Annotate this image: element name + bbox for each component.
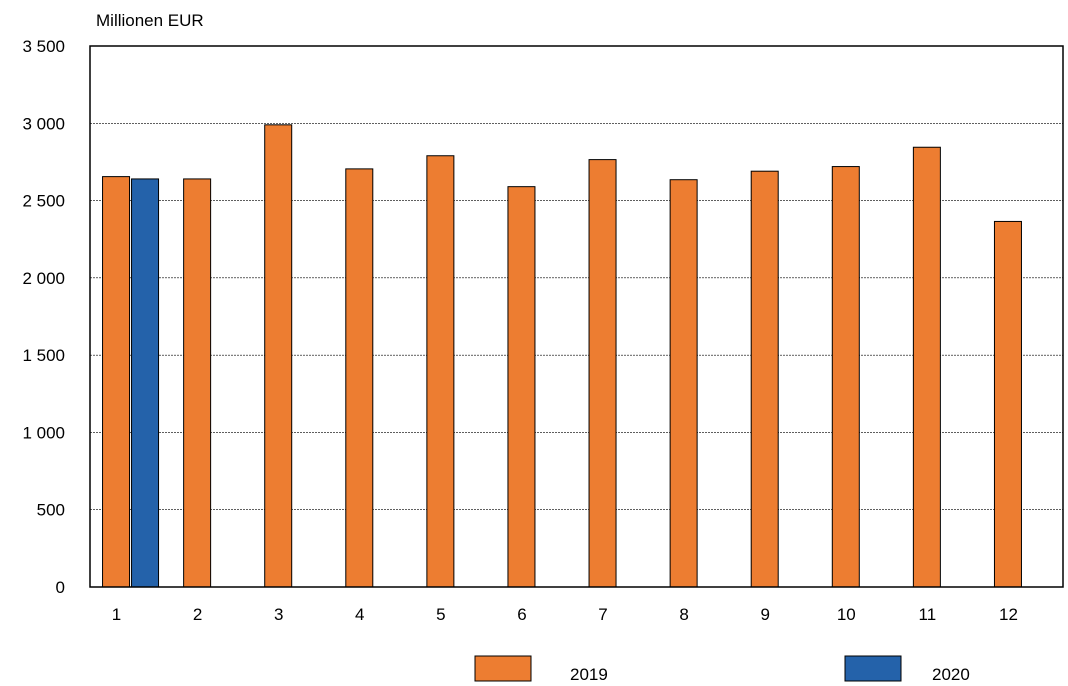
x-tick-label: 12: [999, 605, 1018, 624]
x-tick-label: 5: [436, 605, 445, 624]
x-tick-label: 10: [837, 605, 856, 624]
x-axis-ticks: 1 2 3 4 5 6 7 8 9 10 11 12: [112, 605, 1018, 624]
bar-2019-6: [507, 186, 536, 588]
x-tick-label: 2: [193, 605, 202, 624]
y-tick-label: 500: [37, 501, 65, 520]
y-tick-label: 1 500: [22, 346, 65, 365]
plot-area-frame: [89, 45, 1064, 588]
bar-2019-10: [831, 166, 860, 588]
y-tick-label: 0: [56, 578, 65, 597]
legend-label-2019: 2019: [570, 665, 608, 684]
bars: [102, 124, 1022, 588]
legend: 2019 2020: [474, 655, 970, 684]
bar-2019-1: [102, 176, 131, 588]
bar-2019-3: [264, 124, 293, 588]
x-tick-label: 9: [760, 605, 769, 624]
bar-2019-8: [669, 179, 698, 588]
y-tick-label: 3 000: [22, 114, 65, 133]
bar-2019-9: [750, 170, 779, 588]
bar-2019-4: [345, 168, 374, 588]
bar-2019-7: [588, 159, 617, 588]
x-tick-label: 3: [274, 605, 283, 624]
x-tick-label: 8: [679, 605, 688, 624]
x-tick-label: 1: [112, 605, 121, 624]
y-tick-label: 2 500: [22, 192, 65, 211]
gridlines: [90, 122, 1063, 511]
y-tick-label: 2 000: [22, 269, 65, 288]
x-tick-label: 11: [919, 605, 937, 624]
bar-2019-12: [993, 220, 1022, 588]
legend-swatch-2020: [844, 655, 902, 682]
y-tick-label: 3 500: [22, 37, 65, 56]
bar-2019-11: [912, 146, 941, 588]
x-tick-label: 6: [517, 605, 526, 624]
legend-label-2020: 2020: [932, 665, 970, 684]
bar-2020-1: [131, 178, 160, 588]
bar-2019-5: [426, 155, 455, 588]
x-tick-label: 4: [355, 605, 364, 624]
y-axis-ticks: 0 500 1 000 1 500 2 000 2 500 3 000 3 500: [22, 37, 65, 597]
legend-swatch-2019: [474, 655, 532, 682]
y-axis-unit-label: Millionen EUR: [96, 11, 204, 30]
x-tick-label: 7: [598, 605, 607, 624]
bar-2019-2: [183, 178, 212, 588]
y-tick-label: 1 000: [22, 423, 65, 442]
